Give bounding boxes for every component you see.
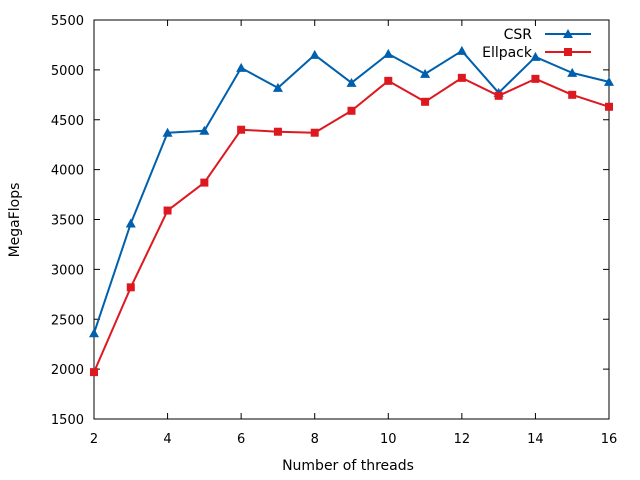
series-csr bbox=[89, 45, 614, 338]
data-point-ellpack bbox=[568, 90, 577, 99]
legend: CSR Ellpack bbox=[482, 27, 591, 61]
y-tick-label: 2500 bbox=[51, 313, 84, 328]
data-point-ellpack bbox=[605, 102, 613, 111]
y-tick-label: 1500 bbox=[51, 413, 84, 428]
y-tick-label: 5500 bbox=[51, 14, 84, 29]
x-tick-label: 8 bbox=[311, 432, 319, 447]
data-point-csr bbox=[309, 49, 320, 59]
x-tick-label: 6 bbox=[237, 432, 245, 447]
x-tick-label: 4 bbox=[163, 432, 171, 447]
y-tick-label: 4000 bbox=[51, 164, 84, 179]
legend-marker-csr bbox=[563, 29, 573, 38]
data-point-ellpack bbox=[237, 125, 246, 134]
x-axis-label: Number of threads bbox=[282, 458, 414, 474]
y-tick-label: 2000 bbox=[51, 363, 84, 378]
data-point-csr bbox=[456, 45, 467, 55]
data-point-csr bbox=[272, 82, 283, 92]
y-tick-label: 3000 bbox=[51, 263, 84, 278]
data-point-ellpack bbox=[494, 91, 503, 100]
legend-label-csr: CSR bbox=[504, 27, 533, 43]
data-point-ellpack bbox=[126, 283, 135, 292]
data-point-csr bbox=[89, 328, 99, 338]
data-point-csr bbox=[567, 67, 578, 77]
data-point-ellpack bbox=[347, 106, 356, 115]
y-tick-label: 3500 bbox=[51, 214, 84, 229]
axis-tick-labels: 2 4 6 8 10 12 14 16 1500 2000 2500 3000 3500 4000 4500… bbox=[51, 14, 617, 447]
data-point-csr bbox=[162, 127, 173, 137]
x-tick-label: 10 bbox=[380, 432, 397, 447]
plot-frame bbox=[93, 19, 610, 420]
data-point-ellpack bbox=[200, 178, 209, 187]
data-point-csr bbox=[530, 51, 541, 61]
legend-marker-ellpack bbox=[564, 48, 572, 56]
data-point-csr bbox=[125, 218, 136, 228]
x-tick-label: 2 bbox=[90, 432, 98, 447]
series-ellpack bbox=[90, 73, 613, 377]
data-point-csr bbox=[199, 125, 210, 135]
data-point-ellpack bbox=[90, 368, 98, 377]
data-point-ellpack bbox=[310, 128, 319, 137]
data-point-ellpack bbox=[421, 97, 430, 106]
y-tick-label: 5000 bbox=[51, 64, 84, 79]
data-point-ellpack bbox=[384, 76, 393, 85]
y-axis-label: MegaFlops bbox=[7, 183, 23, 258]
data-point-csr bbox=[346, 77, 357, 87]
legend-label-ellpack: Ellpack bbox=[482, 45, 533, 61]
data-point-ellpack bbox=[531, 74, 540, 83]
data-point-csr bbox=[236, 62, 247, 72]
data-point-ellpack bbox=[457, 73, 466, 82]
data-point-csr bbox=[604, 76, 614, 86]
data-point-csr bbox=[420, 68, 431, 78]
data-point-ellpack bbox=[163, 206, 172, 215]
y-tick-label: 4500 bbox=[51, 114, 84, 129]
data-point-ellpack bbox=[273, 127, 282, 136]
x-tick-label: 12 bbox=[454, 432, 471, 447]
series-layer bbox=[89, 45, 614, 377]
x-tick-label: 14 bbox=[527, 432, 544, 447]
data-point-csr bbox=[383, 48, 394, 58]
x-tick-label: 16 bbox=[601, 432, 618, 447]
